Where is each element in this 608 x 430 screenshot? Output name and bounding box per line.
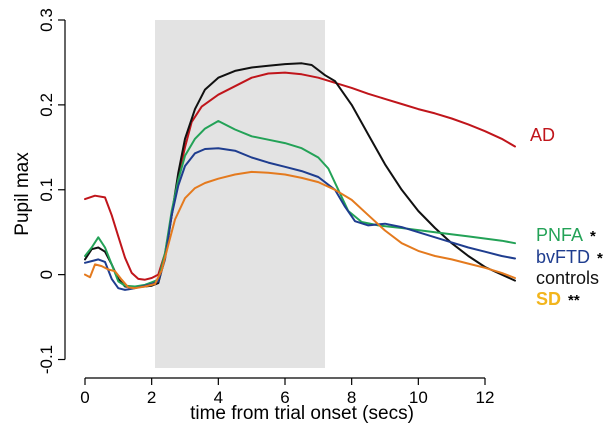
y-tick-label: 0.2: [37, 93, 56, 117]
shaded-region-layer: [155, 20, 325, 368]
series-line-sd: [84, 170, 516, 290]
series-line-bvftd: [84, 147, 516, 291]
x-tick-label: 10: [409, 388, 428, 407]
y-tick-label: 0: [37, 270, 56, 279]
series-label-pnfa: PNFA: [536, 225, 583, 245]
series-label-controls: controls: [536, 268, 599, 288]
series-label-ad: AD: [530, 125, 555, 145]
y-tick-label: -0.1: [37, 345, 56, 374]
x-tick-label: 4: [214, 388, 223, 407]
y-tick-label: 0.3: [37, 8, 56, 32]
x-tick-label: 2: [147, 388, 156, 407]
y-tick-label: 0.1: [37, 178, 56, 202]
stimulus-shaded-region: [155, 20, 325, 368]
series-line-pnfa: [84, 120, 516, 288]
x-tick-label: 12: [476, 388, 495, 407]
significance-marker-sd: **: [568, 292, 580, 309]
axes-layer: 0 2 4 6 8 10 12 -0.1 0 0.1 0.2 0.3: [37, 8, 494, 407]
series-label-sd: SD: [536, 289, 561, 309]
series-label-bvftd: bvFTD: [536, 247, 590, 267]
x-axis-title: time from trial onset (secs): [190, 403, 414, 424]
x-tick-label: 0: [80, 388, 89, 407]
x-tick-label: 6: [280, 388, 289, 407]
significance-marker-bvftd: *: [597, 250, 603, 267]
series-layer: [84, 62, 516, 291]
x-tick-label: 8: [347, 388, 356, 407]
significance-marker-pnfa: *: [590, 228, 596, 245]
series-line-ad: [84, 71, 516, 281]
y-axis-title: Pupil max: [12, 152, 33, 236]
